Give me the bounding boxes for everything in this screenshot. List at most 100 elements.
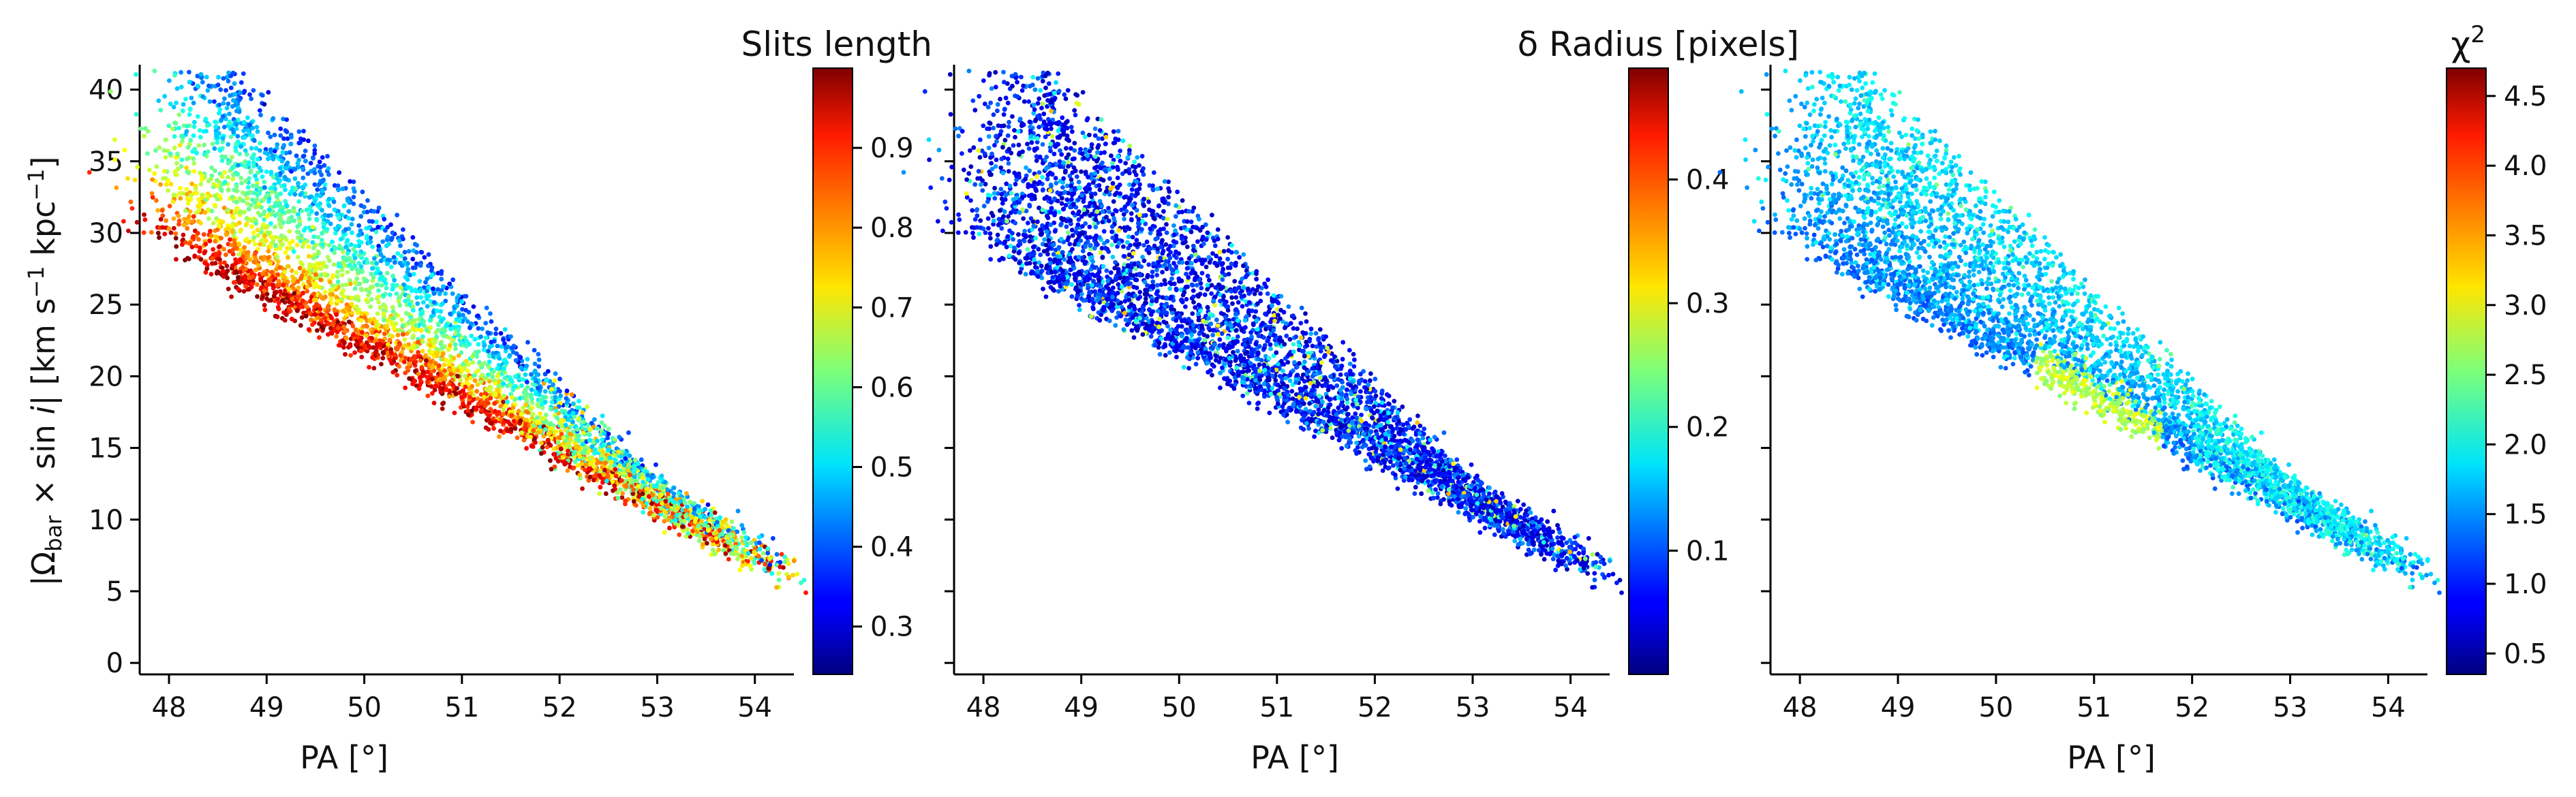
scatter-point xyxy=(343,312,349,317)
scatter-point xyxy=(427,317,433,323)
scatter-point xyxy=(207,99,213,104)
scatter-point xyxy=(489,319,494,324)
scatter-point xyxy=(684,491,689,496)
scatter-point xyxy=(247,257,252,262)
scatter-point xyxy=(524,418,529,422)
scatter-point xyxy=(228,134,234,140)
scatter-point xyxy=(291,286,296,292)
scatter-point xyxy=(224,264,230,268)
scatter-point xyxy=(469,321,474,326)
scatter-point xyxy=(206,83,211,89)
scatter-point xyxy=(397,342,403,347)
scatter-point xyxy=(508,383,513,388)
scatter-point xyxy=(174,161,179,166)
scatter-point xyxy=(177,191,183,196)
scatter-point xyxy=(292,291,297,296)
scatter-point xyxy=(534,391,538,396)
scatter-point xyxy=(215,82,221,88)
scatter-point xyxy=(532,376,538,381)
scatter-point xyxy=(303,149,308,153)
scatter-point xyxy=(444,358,449,363)
scatter-point xyxy=(671,485,677,490)
scatter-point xyxy=(1225,256,1230,262)
scatter-point xyxy=(166,226,172,232)
scatter-point xyxy=(538,416,544,421)
scatter-point xyxy=(203,241,209,247)
scatter-point xyxy=(310,322,315,327)
scatter-point xyxy=(489,339,494,345)
panel-left: |Ωbar × sin i| [km s−1 kpc−1] 48 49 50 51 52… xyxy=(23,25,932,776)
scatter-point xyxy=(488,396,493,401)
scatter-point xyxy=(418,287,424,292)
scatter-point xyxy=(420,339,425,344)
scatter-point xyxy=(345,238,350,243)
scatter-point xyxy=(450,339,455,344)
scatter-point xyxy=(607,455,613,460)
scatter-point xyxy=(414,261,419,266)
scatter-point xyxy=(318,293,323,298)
scatter-point xyxy=(585,431,591,437)
scatter-point xyxy=(173,236,179,241)
scatter-point xyxy=(761,551,766,556)
scatter-point xyxy=(390,360,395,366)
scatter-point xyxy=(328,296,334,301)
scatter-point xyxy=(135,164,140,170)
scatter-point xyxy=(221,205,227,210)
scatter-point xyxy=(142,212,147,217)
scatter-point xyxy=(262,101,267,107)
scatter-point xyxy=(345,251,350,256)
scatter-point xyxy=(1246,401,1252,405)
scatter-point xyxy=(338,236,343,242)
scatter-point xyxy=(209,165,214,170)
scatter-point xyxy=(403,371,408,375)
scatter-point xyxy=(367,225,372,230)
scatter-point xyxy=(427,337,432,343)
scatter-point xyxy=(281,136,286,141)
scatter-point xyxy=(467,326,472,330)
scatter-point xyxy=(316,284,322,290)
scatter-point xyxy=(405,277,410,282)
scatter-point xyxy=(275,272,280,277)
scatter-point xyxy=(538,411,542,416)
scatter-point xyxy=(299,315,305,320)
scatter-point xyxy=(170,126,175,131)
scatter-point xyxy=(341,260,346,265)
scatter-point xyxy=(273,243,278,248)
scatter-point xyxy=(374,261,379,266)
scatter-point xyxy=(129,206,135,211)
scatter-point xyxy=(187,107,193,112)
scatter-point xyxy=(356,238,361,244)
scatter-point xyxy=(234,183,239,189)
scatter-point xyxy=(326,196,332,202)
scatter-point xyxy=(456,293,461,298)
scatter-point xyxy=(189,95,194,101)
scatter-point xyxy=(757,540,762,546)
scatter-point xyxy=(265,151,271,157)
scatter-point xyxy=(264,169,269,174)
scatter-point xyxy=(272,132,277,138)
scatter-point xyxy=(346,307,352,313)
scatter-point xyxy=(221,76,226,81)
scatter-point xyxy=(634,503,639,508)
scatter-point xyxy=(357,338,363,343)
scatter-point xyxy=(187,240,193,245)
scatter-point xyxy=(521,377,525,382)
scatter-point xyxy=(273,200,278,206)
scatter-point xyxy=(434,334,440,339)
scatter-point xyxy=(699,518,704,524)
scatter-point xyxy=(705,502,711,507)
scatter-point xyxy=(416,386,422,391)
scatter-point xyxy=(174,100,179,106)
scatter-point xyxy=(414,243,420,248)
scatter-point xyxy=(260,271,265,277)
scatter-point xyxy=(378,252,384,257)
scatter-point xyxy=(440,351,446,356)
scatter-point xyxy=(370,245,375,249)
scatter-point xyxy=(352,255,358,261)
scatter-point xyxy=(192,146,197,152)
scatter-point xyxy=(248,168,254,174)
scatter-point xyxy=(461,362,465,366)
scatter-point xyxy=(371,366,377,371)
scatter-point xyxy=(471,304,476,309)
scatter-point xyxy=(599,420,604,425)
